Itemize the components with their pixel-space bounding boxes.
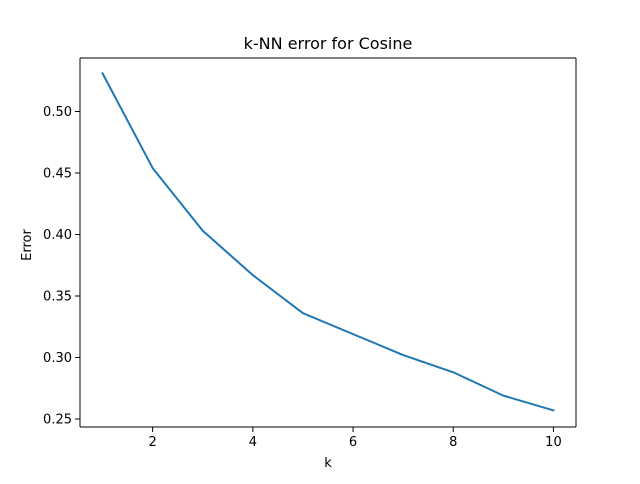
x-tick-label: 8	[449, 435, 457, 450]
chart-title: k-NN error for Cosine	[244, 34, 413, 53]
series-line	[101, 72, 555, 412]
y-axis-label: Error	[20, 229, 35, 261]
x-tick-label: 10	[545, 435, 562, 450]
data-point	[502, 395, 504, 397]
y-tick-label: 0.25	[43, 413, 72, 428]
data-point	[452, 371, 454, 373]
data-point	[202, 230, 204, 232]
data-point	[552, 409, 554, 411]
x-tick-label: 6	[349, 435, 357, 450]
plot-area: 2 4 6 8 10 0.25 0.30 0.35 0.40 0.45 0.50	[43, 57, 577, 450]
data-point	[402, 354, 404, 356]
data-point	[302, 312, 304, 314]
data-point	[252, 274, 254, 276]
data-point	[102, 72, 104, 74]
y-tick-label: 0.35	[43, 290, 72, 305]
y-tick-label: 0.40	[43, 228, 72, 243]
x-tick-label: 4	[249, 435, 257, 450]
data-point	[152, 167, 154, 169]
y-tick-label: 0.50	[43, 105, 72, 120]
x-axis-label: k	[324, 456, 332, 471]
data-point	[352, 333, 354, 335]
y-tick-label: 0.45	[43, 167, 72, 182]
y-tick-label: 0.30	[43, 351, 72, 366]
x-tick-label: 2	[149, 435, 157, 450]
